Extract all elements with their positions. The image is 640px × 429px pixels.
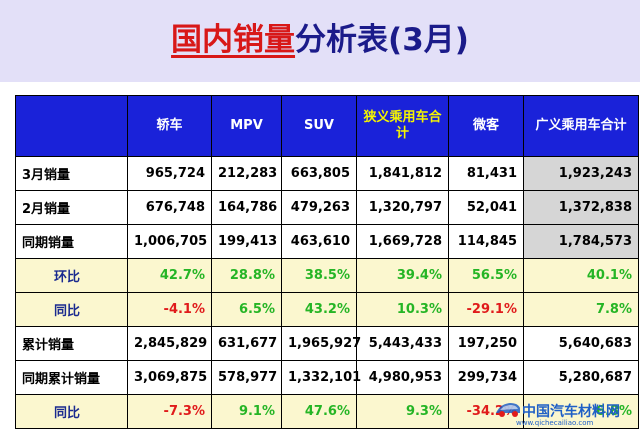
table-row: 同比 -4.1% 6.5% 43.2% 10.3% -29.1% 7.8% (15, 292, 639, 327)
title-band (0, 0, 640, 82)
table-cell: -7.3% (127, 394, 212, 429)
page-title-highlight: 国内销量 (171, 22, 296, 58)
car-logo-icon (496, 403, 520, 417)
table-row: 环比 42.7% 28.8% 38.5% 39.4% 56.5% 40.1% (15, 258, 639, 293)
table-cell: 1,372,838 (523, 190, 639, 225)
table-cell: 1,923,243 (523, 156, 639, 191)
table-cell: 2,845,829 (127, 326, 212, 361)
page-title-rest: 分析表(3月) (295, 22, 469, 58)
table-cell: 299,734 (448, 360, 524, 395)
table-cell: 6.5% (211, 292, 282, 327)
row-label: 2月销量 (15, 190, 128, 225)
row-label: 同期销量 (15, 224, 128, 259)
table-cell: -4.1% (127, 292, 212, 327)
table-cell: 40.1% (523, 258, 639, 293)
page-title: 国内销量分析表(3月) (0, 14, 640, 59)
table-row: 同期销量 1,006,705 199,413 463,610 1,669,728… (15, 224, 639, 259)
table-cell: 3,069,875 (127, 360, 212, 395)
row-label: 同期累计销量 (15, 360, 128, 395)
table-cell: 28.8% (211, 258, 282, 293)
row-label: 同比 (15, 394, 128, 429)
header-cell-minivan: 微客 (448, 95, 524, 157)
table-cell: 47.6% (281, 394, 357, 429)
table-cell: 5,280,687 (523, 360, 639, 395)
table-cell: 1,320,797 (356, 190, 449, 225)
table-cell: 1,669,728 (356, 224, 449, 259)
watermark-text: 中国汽车材料网 (522, 404, 620, 420)
header-cell-mpv: MPV (211, 95, 282, 157)
table-cell: 663,805 (281, 156, 357, 191)
row-label: 环比 (15, 258, 128, 293)
row-label: 3月销量 (15, 156, 128, 191)
row-label: 同比 (15, 292, 128, 327)
table-cell: 1,965,927 (281, 326, 361, 361)
header-cell-narrow-total: 狭义乘用车合计 (356, 95, 449, 157)
row-label: 累计销量 (15, 326, 128, 361)
table-row: 同比 -7.3% 9.1% 47.6% 9.3% -34.2% 6.8% (15, 394, 639, 429)
table-row: 累计销量 2,845,829 631,677 1,965,927 5,443,4… (15, 326, 639, 361)
table-cell: -29.1% (448, 292, 524, 327)
header-cell-broad-total: 广义乘用车合计 (523, 95, 639, 157)
table-cell: 56.5% (448, 258, 524, 293)
table-cell: 164,786 (211, 190, 282, 225)
table-cell: 9.1% (211, 394, 282, 429)
table-cell: 676,748 (127, 190, 212, 225)
table-cell: 578,977 (211, 360, 282, 395)
table-row: 2月销量 676,748 164,786 479,263 1,320,797 5… (15, 190, 639, 225)
table-cell: 212,283 (211, 156, 282, 191)
table-cell: 10.3% (356, 292, 449, 327)
table-cell: 9.3% (356, 394, 449, 429)
table-cell: 463,610 (281, 224, 357, 259)
table-cell: 479,263 (281, 190, 357, 225)
watermark-url: www.qichecailiao.com (516, 419, 594, 427)
table-row: 同期累计销量 3,069,875 578,977 1,332,101 4,980… (15, 360, 639, 395)
table-header-row: 轿车 MPV SUV 狭义乘用车合计 微客 广义乘用车合计 (15, 95, 639, 157)
table-cell: 7.8% (523, 292, 639, 327)
header-cell-blank (15, 95, 128, 157)
table-cell: 631,677 (211, 326, 282, 361)
table-cell: 39.4% (356, 258, 449, 293)
table-cell: 81,431 (448, 156, 524, 191)
header-cell-sedan: 轿车 (127, 95, 212, 157)
table-cell: 114,845 (448, 224, 524, 259)
table-cell: 5,443,433 (356, 326, 449, 361)
table-cell: 965,724 (127, 156, 212, 191)
table-cell: 1,784,573 (523, 224, 639, 259)
sales-table: 轿车 MPV SUV 狭义乘用车合计 微客 广义乘用车合计 3月销量 965,7… (15, 95, 639, 429)
table-cell: 1,332,101 (281, 360, 361, 395)
table-cell: 1,006,705 (127, 224, 212, 259)
table-cell: 197,250 (448, 326, 524, 361)
table-row: 3月销量 965,724 212,283 663,805 1,841,812 8… (15, 156, 639, 191)
table-cell: 42.7% (127, 258, 212, 293)
table-cell: 5,640,683 (523, 326, 639, 361)
table-cell: 52,041 (448, 190, 524, 225)
watermark: 中国汽车材料网 www.qichecailiao.com (494, 388, 640, 428)
table-cell: 38.5% (281, 258, 357, 293)
header-cell-suv: SUV (281, 95, 357, 157)
table-cell: 43.2% (281, 292, 357, 327)
table-cell: 1,841,812 (356, 156, 449, 191)
table-cell: 199,413 (211, 224, 282, 259)
table-cell: 4,980,953 (356, 360, 449, 395)
